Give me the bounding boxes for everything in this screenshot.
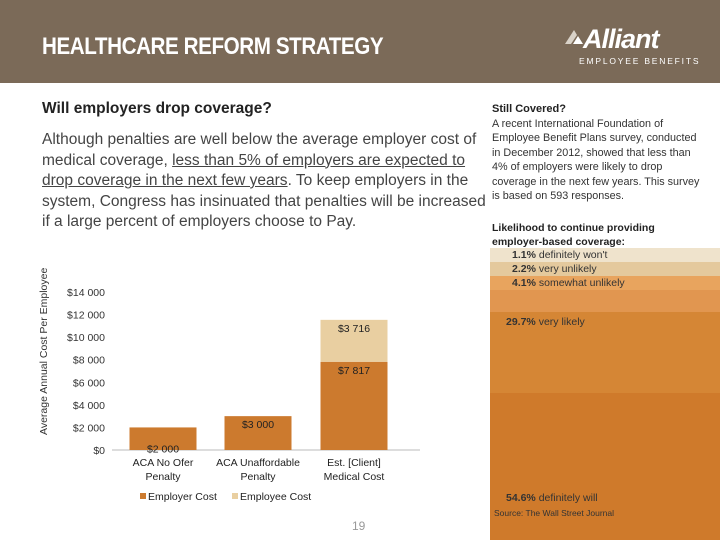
logo-mark-icon (565, 30, 583, 44)
legend-label: Employer Cost (148, 491, 217, 503)
y-tick-label: $6 000 (73, 377, 105, 389)
bar-employee-cost (320, 319, 388, 362)
alliant-logo: Alliant EMPLOYEE BENEFITS (565, 24, 698, 70)
sidebar-title: Still Covered? (492, 103, 566, 115)
slide-title: HEALTHCARE REFORM STRATEGY (42, 33, 384, 60)
stack-segment-label: 4.1% somewhat unlikely (512, 277, 625, 289)
x-category-label: Est. [Client] (327, 457, 381, 469)
stack-segment (490, 392, 720, 540)
legend-swatch (140, 493, 146, 499)
y-tick-label: $4 000 (73, 400, 105, 412)
body-text-part2: . To keep employers in the system, Congr… (42, 172, 486, 230)
stack-segment-label: 1.1% definitely won't (512, 249, 608, 261)
stack-caption: Likelihood to continue providing employe… (492, 222, 655, 248)
stack-segment (490, 312, 720, 393)
y-tick-label: $2 000 (73, 422, 105, 434)
x-category-label: Penalty (240, 471, 276, 483)
body-text-underlined: less than 5% of employers are expected t… (42, 151, 466, 190)
y-tick-label: $12 000 (67, 310, 105, 322)
page-number: 19 (352, 519, 366, 533)
y-tick-label: $14 000 (67, 287, 105, 299)
bar-employer-cost (224, 416, 292, 450)
body-text-part1: Although penalties are well below the av… (42, 131, 477, 169)
logo-wordmark: Alliant (583, 24, 660, 54)
stack-segment (490, 248, 720, 262)
bar-data-label: $7 817 (338, 365, 370, 377)
x-category-label: ACA Unaffordable (216, 457, 300, 469)
cost-bar-chart: $0 $2 000 $4 000 $6 000 $8 000 $10 000 $12 000… (67, 287, 420, 503)
sidebar-body: A recent International Foundation of Emp… (492, 118, 700, 203)
likelihood-stacked-bar: 1.1% definitely won't 2.2% very unlikely 4… (490, 248, 720, 540)
stack-segment (490, 290, 720, 313)
stack-segment (490, 262, 720, 276)
legend-label: Employee Cost (240, 491, 311, 503)
stack-segment (490, 276, 720, 290)
bar-employer-cost (129, 427, 197, 450)
stack-segment-label: 54.6% definitely will (506, 492, 598, 504)
header-bar: HEALTHCARE REFORM STRATEGY Alliant EMPLO… (0, 0, 720, 83)
x-category-label: Penalty (145, 471, 181, 483)
bar-employer-cost (320, 361, 388, 450)
y-tick-label: $8 000 (73, 355, 105, 367)
y-tick-label: $0 (93, 445, 105, 457)
body-paragraph: Although penalties are well below the av… (42, 130, 487, 233)
logo-tagline: EMPLOYEE BENEFITS (579, 56, 701, 66)
bar-data-label: $3 000 (242, 419, 274, 431)
x-category-label: Medical Cost (324, 471, 385, 483)
bar-data-label: $3 716 (338, 323, 370, 335)
section-heading: Will employers drop coverage? (42, 100, 272, 117)
x-category-label: ACA No Ofer (133, 457, 194, 469)
y-tick-label: $10 000 (67, 332, 105, 344)
stack-segment-label: 29.7% very likely (506, 316, 585, 329)
bar-data-label: $2 000 (147, 444, 179, 456)
source-note: Source: The Wall Street Journal (494, 508, 615, 518)
stack-segment-label: 2.2% very unlikely (512, 263, 597, 275)
y-axis-label: Average Annual Cost Per Employee (38, 267, 50, 435)
legend-swatch (232, 493, 238, 499)
